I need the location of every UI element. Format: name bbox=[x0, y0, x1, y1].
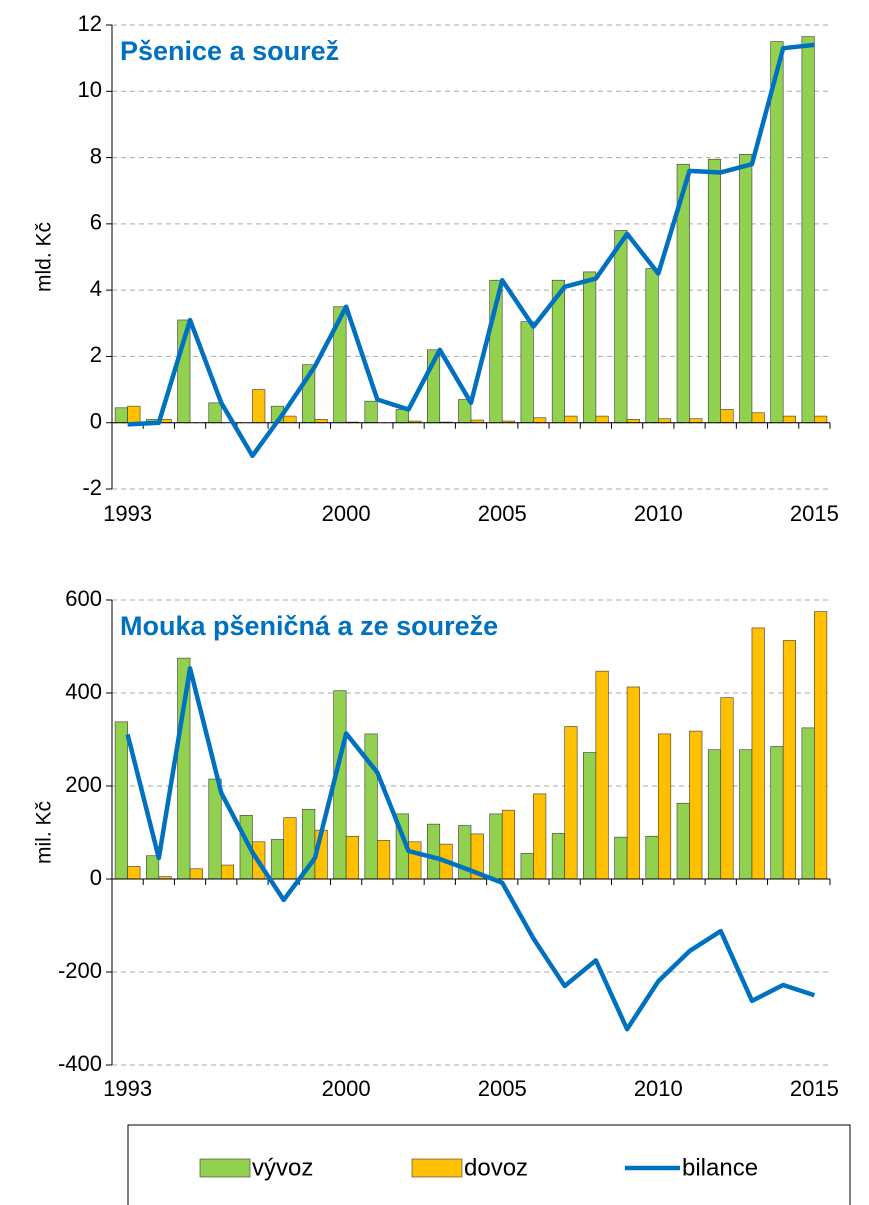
x-tick-label: 2005 bbox=[478, 501, 527, 526]
bar bbox=[689, 418, 703, 424]
y-tick-label: 4 bbox=[90, 276, 102, 301]
x-tick-label: 2005 bbox=[478, 1076, 527, 1101]
line bbox=[125, 666, 816, 1032]
x-tick-label: 2000 bbox=[322, 1076, 371, 1101]
bar bbox=[283, 817, 297, 880]
bar bbox=[751, 412, 765, 424]
bar bbox=[801, 36, 815, 424]
bar bbox=[626, 686, 640, 880]
legend-swatch bbox=[199, 1158, 251, 1178]
bar bbox=[520, 321, 534, 424]
bar bbox=[208, 402, 222, 424]
bar bbox=[782, 415, 796, 424]
x-tick-label: 2010 bbox=[634, 501, 683, 526]
bar bbox=[345, 835, 359, 880]
bar bbox=[814, 611, 828, 880]
x-tick-label: 1993 bbox=[103, 501, 152, 526]
bar bbox=[501, 809, 516, 880]
bar bbox=[801, 727, 815, 880]
bar bbox=[739, 749, 753, 880]
y-tick-label: 8 bbox=[90, 143, 102, 168]
line bbox=[127, 42, 815, 459]
bar bbox=[707, 749, 722, 880]
legend-box bbox=[127, 1124, 851, 1205]
bar bbox=[770, 746, 784, 880]
bar bbox=[645, 268, 659, 424]
bar bbox=[658, 733, 672, 880]
y-tick-label: 600 bbox=[65, 586, 102, 611]
y-tick-label: 12 bbox=[78, 11, 102, 36]
bar bbox=[220, 864, 235, 880]
bar bbox=[676, 802, 690, 880]
bar bbox=[395, 409, 409, 424]
bar bbox=[770, 41, 784, 424]
y-tick-label: 10 bbox=[78, 77, 102, 102]
y-tick-label: 400 bbox=[65, 679, 102, 704]
bar bbox=[252, 389, 266, 424]
bar bbox=[533, 793, 547, 880]
y-tick-label: -400 bbox=[58, 1051, 102, 1076]
bar bbox=[364, 400, 378, 424]
bar bbox=[408, 841, 422, 880]
bar bbox=[533, 417, 547, 424]
y-axis-label: mld. Kč bbox=[33, 222, 56, 292]
x-tick-label: 2000 bbox=[322, 501, 371, 526]
y-tick-label: 6 bbox=[90, 210, 102, 235]
bar bbox=[782, 640, 796, 880]
bar bbox=[189, 868, 203, 880]
bar bbox=[814, 415, 828, 424]
bar bbox=[377, 840, 391, 880]
bar bbox=[564, 726, 578, 880]
bar bbox=[658, 418, 672, 424]
bar bbox=[614, 230, 628, 424]
bar bbox=[127, 405, 141, 424]
bar bbox=[595, 415, 609, 424]
bar bbox=[426, 823, 441, 880]
bar bbox=[270, 839, 284, 880]
bar bbox=[689, 730, 703, 880]
x-tick-label: 2010 bbox=[634, 1076, 683, 1101]
bar bbox=[720, 697, 734, 880]
y-tick-label: 0 bbox=[90, 865, 102, 890]
y-tick-label: -2 bbox=[82, 475, 102, 500]
bar bbox=[707, 158, 722, 424]
y-axis-label: mil. Kč bbox=[33, 801, 56, 864]
bar bbox=[114, 721, 128, 880]
bar bbox=[614, 836, 628, 880]
bar bbox=[114, 407, 128, 424]
x-tick-label: 2015 bbox=[790, 1076, 839, 1101]
bar bbox=[283, 415, 297, 424]
x-tick-label: 1993 bbox=[103, 1076, 152, 1101]
y-tick-label: 2 bbox=[90, 342, 102, 367]
legend-label: bilance bbox=[682, 1154, 758, 1181]
bar bbox=[739, 153, 753, 424]
bar bbox=[127, 866, 141, 880]
y-tick-label: -200 bbox=[58, 958, 102, 983]
bar bbox=[645, 835, 659, 880]
legend-label: vývoz bbox=[252, 1154, 313, 1181]
bar bbox=[489, 813, 503, 880]
bar bbox=[583, 271, 597, 424]
bar bbox=[751, 627, 765, 880]
bar bbox=[595, 670, 609, 880]
y-tick-label: 200 bbox=[65, 772, 102, 797]
x-tick-label: 2015 bbox=[790, 501, 839, 526]
bar bbox=[520, 853, 534, 880]
bar bbox=[583, 752, 597, 880]
chart-title: Pšenice a sourež bbox=[120, 36, 339, 66]
legend-swatch bbox=[411, 1158, 463, 1178]
y-tick-label: 0 bbox=[90, 409, 102, 434]
legend-label: dovoz bbox=[464, 1154, 528, 1181]
bar bbox=[720, 409, 734, 424]
bar bbox=[551, 833, 565, 880]
chart-title: Mouka pšeničná a ze soureže bbox=[120, 611, 498, 641]
bar bbox=[564, 415, 578, 424]
